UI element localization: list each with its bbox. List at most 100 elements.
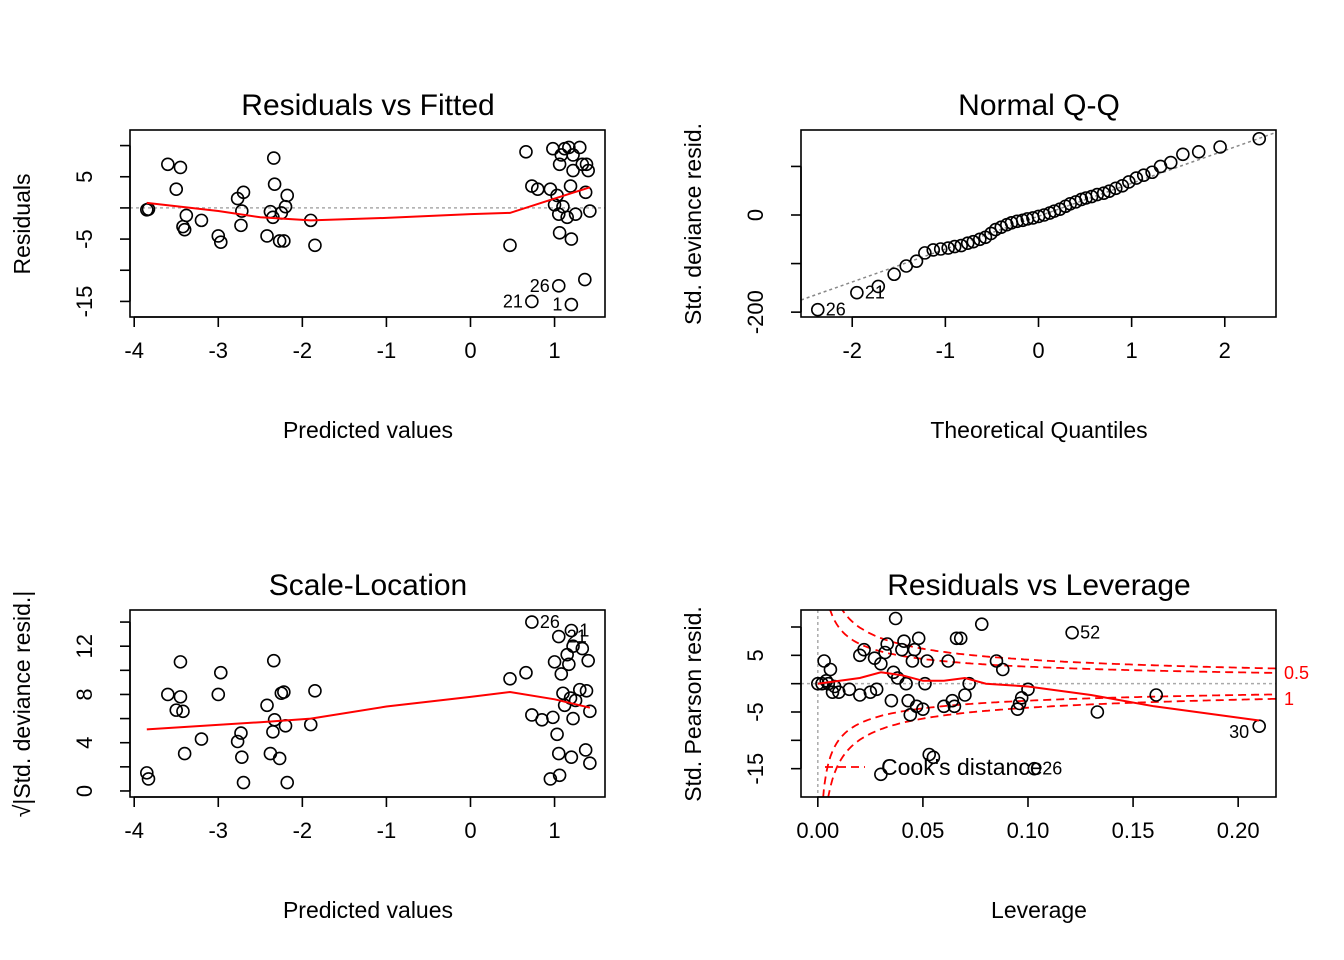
plot-area	[801, 610, 1276, 797]
data-point	[578, 743, 593, 757]
data-point	[568, 207, 583, 221]
data-point	[1163, 155, 1178, 170]
y-tick-label: -15	[743, 753, 768, 785]
data-point	[564, 623, 579, 638]
data-point	[899, 676, 913, 691]
x-tick-label: 1	[548, 818, 560, 843]
data-point	[857, 642, 871, 657]
cooks-distance-contour	[827, 697, 1276, 797]
x-axis-label: Theoretical Quantiles	[930, 417, 1147, 443]
data-point	[941, 654, 955, 668]
data-point	[583, 204, 597, 218]
x-tick-label: 2	[1219, 338, 1231, 363]
data-point	[503, 238, 517, 253]
y-axis-label: √|Std. deviance resid.|	[9, 591, 35, 818]
data-point	[280, 188, 295, 203]
point-id-label: 21	[503, 291, 523, 311]
data-point	[878, 645, 892, 660]
data-point	[234, 218, 248, 233]
data-point	[230, 734, 245, 749]
data-point	[1191, 145, 1206, 159]
cooks-distance-contour	[829, 610, 1276, 674]
data-point	[575, 641, 590, 656]
x-tick-label: -1	[377, 338, 397, 363]
smoother-line	[146, 690, 591, 731]
data-point	[905, 654, 920, 668]
data-point	[823, 662, 838, 677]
y-tick-label: 8	[72, 688, 97, 700]
cooks-contour-label: 0.5	[1284, 663, 1309, 683]
data-point	[161, 157, 175, 172]
x-tick-label: -1	[377, 818, 397, 843]
y-tick-label: -200	[743, 290, 768, 334]
data-point	[954, 238, 968, 253]
plot-area	[130, 140, 605, 312]
data-point	[272, 751, 287, 766]
x-axis-label: Predicted values	[283, 897, 453, 923]
data-point	[519, 665, 533, 680]
data-point	[260, 229, 274, 243]
legend-label: Cook's distance	[881, 754, 1043, 780]
data-point	[277, 234, 291, 248]
data-point	[551, 629, 566, 644]
x-tick-label: -2	[842, 338, 862, 363]
x-tick-label: -3	[208, 338, 228, 363]
data-point	[1012, 696, 1027, 711]
data-point	[842, 682, 857, 697]
y-tick-label: 5	[743, 649, 768, 661]
x-tick-label: -2	[293, 338, 313, 363]
data-point	[869, 682, 884, 697]
x-tick-label: 0	[464, 818, 476, 843]
panel-title: Scale-Location	[269, 569, 467, 602]
data-point	[236, 775, 251, 790]
data-point	[1109, 181, 1123, 196]
data-point	[947, 239, 962, 254]
y-axis-label: Std. deviance resid.	[680, 123, 706, 325]
data-point	[176, 704, 190, 719]
smoother-line	[146, 186, 591, 222]
data-point	[1027, 761, 1042, 776]
y-tick-label: -5	[743, 702, 768, 722]
data-point	[918, 676, 932, 691]
y-tick-label: 0	[72, 785, 97, 797]
data-point	[169, 182, 184, 197]
data-point	[926, 243, 941, 257]
data-point	[1090, 187, 1104, 202]
data-point	[563, 179, 578, 193]
data-point	[552, 768, 567, 783]
data-point	[962, 676, 976, 691]
data-point	[525, 294, 539, 309]
data-point	[266, 725, 280, 739]
data-point	[810, 302, 825, 317]
y-tick-label: 4	[72, 737, 97, 749]
y-axis-label: Residuals	[9, 174, 35, 275]
data-point	[562, 140, 576, 155]
data-point	[941, 241, 955, 255]
x-tick-label: 0	[1032, 338, 1044, 363]
data-point	[1252, 131, 1267, 146]
smoother-line	[817, 671, 1260, 722]
data-point	[888, 611, 903, 626]
data-point	[543, 772, 558, 786]
data-point	[901, 693, 915, 708]
data-point	[958, 688, 972, 702]
data-point	[960, 236, 975, 250]
data-point	[871, 279, 886, 294]
data-point	[1129, 171, 1144, 185]
data-point	[308, 238, 322, 253]
x-tick-label: 0	[464, 338, 476, 363]
data-point	[1096, 186, 1111, 200]
data-point	[552, 157, 567, 172]
point-id-label: 21	[865, 283, 885, 303]
panel-title: Residuals vs Fitted	[241, 89, 494, 122]
data-point	[519, 145, 533, 159]
data-point	[995, 662, 1010, 677]
point-id-label: 52	[1080, 623, 1100, 643]
point-id-label: 26	[826, 300, 846, 320]
data-point	[547, 655, 562, 669]
data-point	[578, 185, 593, 200]
x-tick-label: 0.10	[1007, 818, 1050, 843]
y-axis-label: Std. Pearson resid.	[680, 606, 706, 802]
data-point	[1122, 175, 1136, 189]
x-tick-label: 0.00	[796, 818, 839, 843]
